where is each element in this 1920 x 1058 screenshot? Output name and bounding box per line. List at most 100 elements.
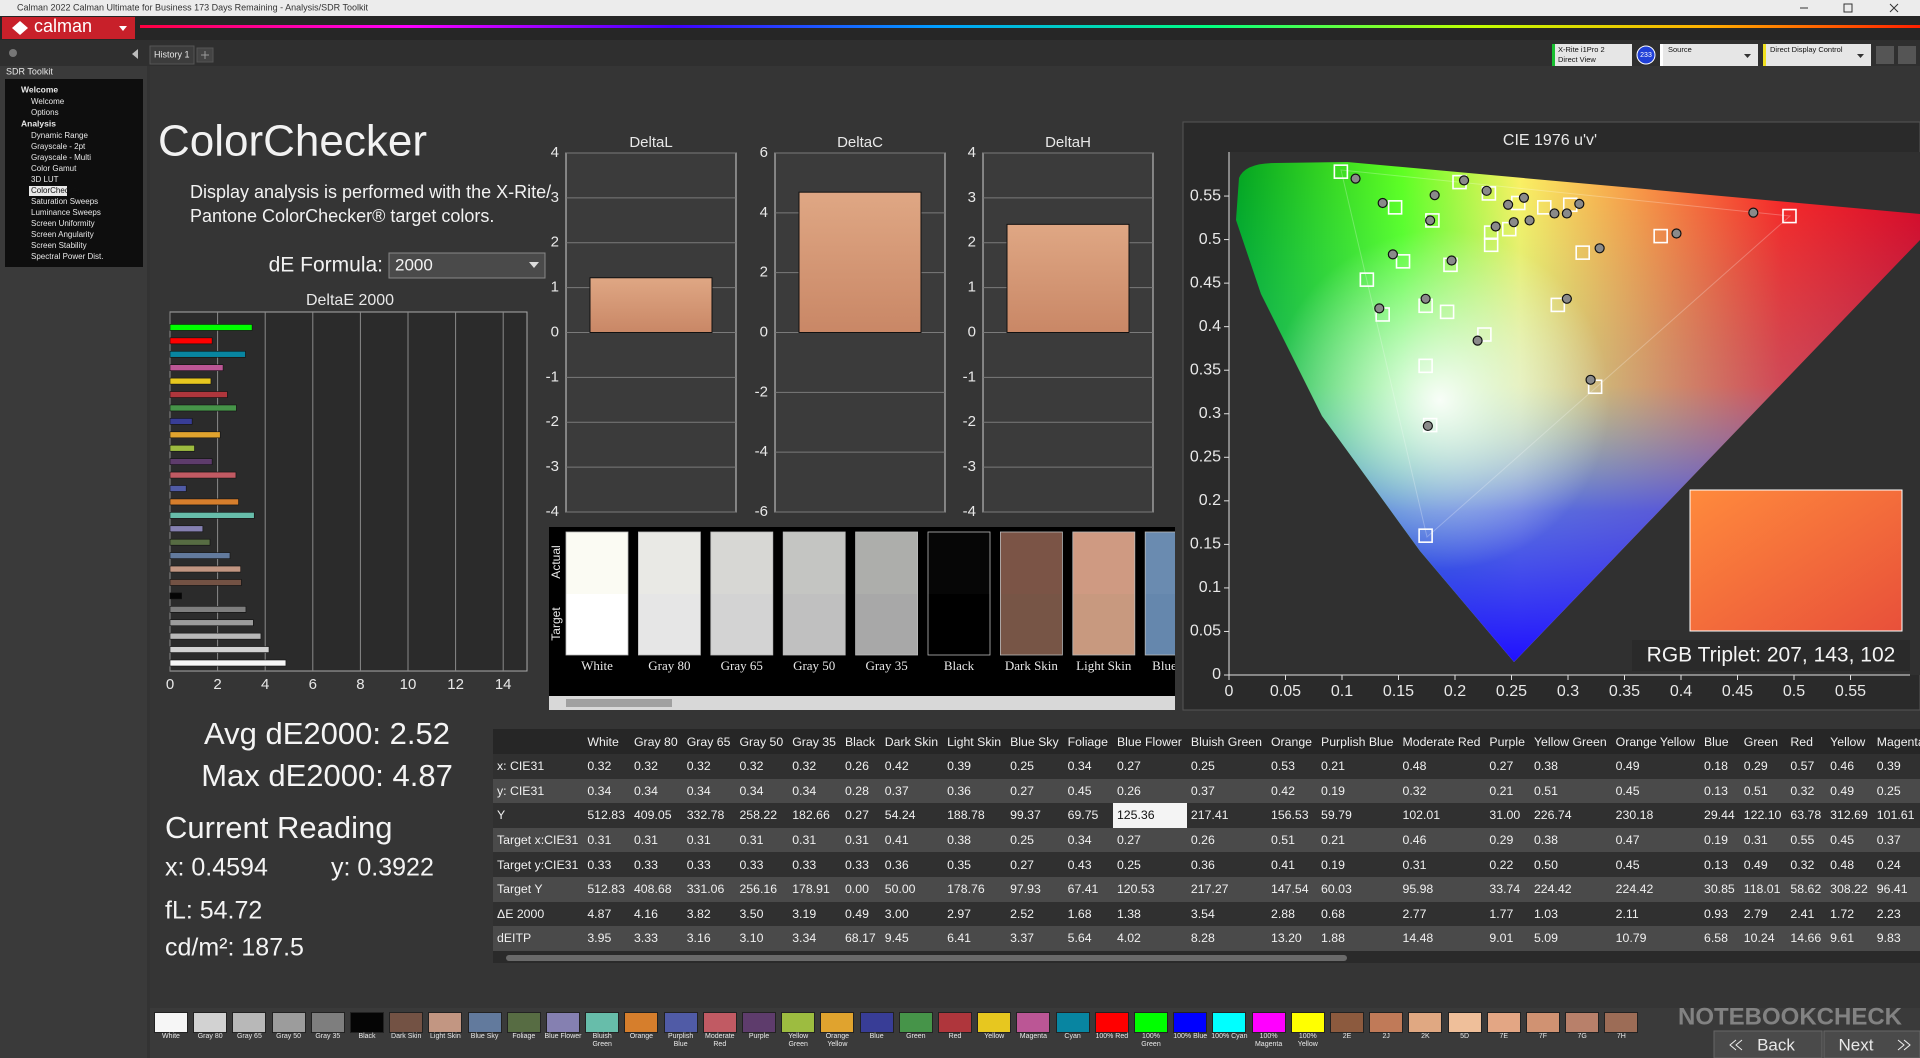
patch-scrollbar[interactable] [549,696,1175,710]
swatch[interactable]: Yellow Green [779,1012,817,1049]
swatch-color[interactable] [663,1012,698,1033]
swatch-color[interactable] [506,1012,541,1033]
options-button[interactable] [1898,46,1916,64]
swatch-label[interactable]: Black [358,1033,376,1040]
swatch[interactable]: 100% Blue [1171,1012,1209,1041]
meter-selector[interactable] [1552,44,1632,66]
swatch-label[interactable]: Yellow Green [788,1033,809,1048]
swatch-label[interactable]: Red [948,1033,962,1040]
swatch[interactable]: Green [897,1012,935,1041]
swatch-color[interactable] [1251,1012,1286,1033]
meter-mode[interactable]: Direct View [1558,55,1596,64]
tree-item[interactable]: Saturation Sweeps [31,197,98,206]
swatch-label[interactable]: 7G [1577,1033,1587,1040]
swatch-color[interactable] [1330,1012,1364,1033]
swatch[interactable]: Foliage [505,1012,543,1041]
swatch[interactable]: 100% Yellow [1289,1012,1327,1049]
swatch[interactable]: 100% Red [1093,1012,1131,1041]
app-menu-arrow[interactable] [119,26,127,31]
swatch-color[interactable] [1486,1012,1521,1033]
swatch[interactable]: Gray 35 [309,1012,347,1041]
tree-group[interactable]: Welcome [21,84,58,94]
swatch-color[interactable] [977,1012,1012,1033]
swatch-color[interactable] [624,1012,659,1033]
add-tab-icon[interactable] [201,51,209,59]
swatch-color[interactable] [546,1012,580,1033]
tree-item[interactable]: Grayscale - Multi [31,153,91,162]
swatch-label[interactable]: 2J [1382,1033,1390,1040]
swatch-color[interactable] [467,1012,502,1033]
swatch-color[interactable] [193,1012,228,1033]
swatch-label[interactable]: Gray 35 [315,1033,341,1040]
tree-item[interactable]: Grayscale - 2pt [31,142,86,151]
swatch-color[interactable] [702,1012,737,1033]
swatch[interactable]: Blue [858,1012,896,1041]
swatch[interactable]: Blue Sky [466,1012,504,1041]
display-selector[interactable] [1763,44,1871,66]
tree-item[interactable]: Screen Uniformity [31,219,95,228]
swatch[interactable]: 2K [1406,1012,1444,1041]
swatch[interactable]: Magenta [1014,1012,1052,1041]
swatch-label[interactable]: Moderate Red [705,1033,735,1048]
swatch-label[interactable]: 2K [1421,1033,1430,1040]
maximize-button[interactable] [1843,3,1853,13]
swatch-label[interactable]: Foliage [512,1033,536,1040]
formula-dropdown[interactable] [388,252,546,279]
dropdown-arrow[interactable] [529,262,539,268]
swatch-color[interactable] [938,1012,972,1033]
swatch-color[interactable] [350,1012,384,1033]
swatch[interactable]: Black [348,1012,386,1041]
swatch-color[interactable] [742,1012,776,1033]
swatch-label[interactable]: Orange Yellow [825,1033,850,1048]
swatch[interactable]: Gray 65 [230,1012,268,1041]
swatch-label[interactable]: Bluish Green [592,1033,612,1048]
swatch[interactable]: 100% Green [1132,1012,1170,1049]
swatch[interactable]: Purple [740,1012,778,1041]
swatch-label[interactable]: 100% Red [1095,1033,1129,1040]
tree-item[interactable]: Dynamic Range [31,131,88,140]
swatch-label[interactable]: Gray 80 [197,1033,223,1040]
tree-item[interactable]: Color Gamut [31,164,77,173]
swatch[interactable]: 7E [1485,1012,1523,1041]
swatch-color[interactable] [271,1012,306,1033]
meter-badge[interactable] [1636,45,1656,65]
swatch-color[interactable] [1526,1012,1560,1033]
swatch-label[interactable]: Magenta [1019,1033,1048,1040]
swatch[interactable]: 2E [1328,1012,1366,1041]
swatch-label[interactable]: Blue [869,1033,884,1040]
swatch-color[interactable] [1369,1012,1404,1033]
swatch-color[interactable] [389,1012,424,1033]
swatch-label[interactable]: 7E [1499,1033,1509,1040]
swatch-color[interactable] [1604,1012,1639,1033]
swatch-color[interactable] [781,1012,816,1033]
table-scroll-thumb[interactable] [506,955,1347,961]
swatch-color[interactable] [154,1012,188,1033]
swatch-color[interactable] [232,1012,267,1033]
tree-group[interactable]: Analysis [21,118,56,128]
swatch-color[interactable] [859,1012,894,1033]
tree-item[interactable]: 3D LUT [31,175,59,184]
swatch[interactable]: Dark Skin [387,1012,425,1041]
swatch-label[interactable]: Blue Sky [470,1033,499,1040]
swatch-label[interactable]: 5D [1460,1033,1470,1040]
swatch-label[interactable]: 2E [1342,1033,1352,1040]
history-tab-label[interactable]: History 1 [154,49,190,59]
swatch[interactable]: Orange [622,1012,660,1041]
swatch-color[interactable] [1447,1012,1482,1033]
swatch-label[interactable]: 100% Blue [1173,1033,1208,1040]
app-name[interactable]: calman [34,16,92,36]
display-arrow[interactable] [1857,54,1864,58]
swatch-label[interactable]: Green [906,1033,926,1040]
swatch[interactable]: Yellow [975,1012,1013,1041]
swatch[interactable]: 100% Magenta [1250,1012,1288,1049]
swatch-color[interactable] [1016,1012,1051,1033]
tree-item[interactable]: Spectral Power Dist. [31,252,103,261]
swatch-color[interactable] [585,1012,620,1033]
swatch[interactable]: Orange Yellow [818,1012,856,1049]
sidebar-collapse[interactable] [132,49,138,59]
swatch-label[interactable]: 7F [1538,1033,1548,1040]
swatch[interactable]: 7G [1563,1012,1601,1041]
sidebar-pin[interactable] [9,49,17,57]
tree-item[interactable]: ColorChecker [31,186,80,195]
swatch[interactable]: Light Skin [426,1012,464,1041]
